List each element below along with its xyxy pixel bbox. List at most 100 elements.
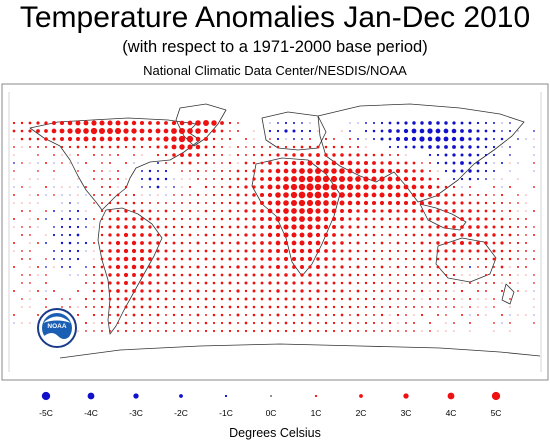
anomaly-dot [356, 281, 360, 285]
anomaly-dot [181, 194, 183, 196]
anomaly-dot [419, 128, 425, 134]
anomaly-dot [285, 138, 287, 140]
anomaly-dot [236, 249, 240, 253]
anomaly-dot [508, 209, 512, 213]
anomaly-dot [356, 289, 360, 293]
anomaly-dot [132, 193, 136, 197]
anomaly-dot [268, 313, 272, 317]
anomaly-dot [420, 185, 424, 189]
anomaly-dot [355, 168, 361, 174]
anomaly-dot [148, 209, 152, 213]
anomaly-dot [229, 154, 231, 156]
anomaly-dot [307, 256, 313, 262]
anomaly-dot [332, 225, 336, 229]
anomaly-dot [85, 226, 87, 228]
anomaly-dot [340, 153, 344, 157]
anomaly-dot [348, 321, 352, 325]
anomaly-dot [364, 289, 368, 293]
anomaly-dot [347, 176, 353, 182]
anomaly-dot [268, 305, 272, 309]
anomaly-dot [69, 186, 71, 188]
anomaly-dot [300, 297, 304, 301]
anomaly-dot [260, 241, 264, 245]
anomaly-dot [276, 265, 280, 269]
anomaly-dot [36, 129, 40, 133]
anomaly-dot [436, 161, 440, 165]
anomaly-dot [220, 193, 224, 197]
anomaly-dot [340, 241, 344, 245]
anomaly-dot [356, 305, 360, 309]
anomaly-dot [420, 225, 424, 229]
anomaly-dot [116, 289, 120, 293]
anomaly-dot [412, 257, 416, 261]
anomaly-dot [421, 162, 423, 164]
anomaly-dot [444, 153, 448, 157]
anomaly-dot [299, 248, 305, 254]
anomaly-dot [485, 178, 487, 180]
anomaly-dot [331, 208, 337, 214]
anomaly-dot [268, 273, 272, 277]
anomaly-dot [44, 121, 48, 125]
anomaly-dot [116, 153, 120, 157]
anomaly-dot [404, 257, 408, 261]
anomaly-dot [308, 289, 312, 293]
anomaly-dot [12, 241, 16, 245]
anomaly-dot [244, 297, 248, 301]
anomaly-dot [188, 297, 192, 301]
anomaly-dot [436, 313, 440, 317]
anomaly-dot [324, 257, 328, 261]
anomaly-dot [267, 200, 273, 206]
anomaly-dot [435, 136, 441, 142]
anomaly-dot [252, 313, 256, 317]
anomaly-dot [204, 273, 208, 277]
anomaly-dot [29, 162, 31, 164]
anomaly-dot [492, 129, 496, 133]
anomaly-dot [299, 216, 305, 222]
anomaly-dot [93, 178, 95, 180]
anomaly-dot [245, 154, 247, 156]
anomaly-dot [132, 209, 136, 213]
anomaly-dot [156, 217, 160, 221]
anomaly-dot [37, 314, 39, 316]
anomaly-dot [380, 161, 384, 165]
anomaly-dot [444, 225, 448, 229]
anomaly-dot [364, 249, 368, 253]
anomaly-dot [413, 330, 415, 332]
anomaly-dot [196, 153, 200, 157]
anomaly-dot [92, 265, 96, 269]
anomaly-dot [148, 273, 152, 277]
anomaly-dot [396, 249, 400, 253]
anomaly-dot [276, 257, 280, 261]
anomaly-dot [301, 122, 303, 124]
anomaly-dot [220, 265, 224, 269]
anomaly-dot [461, 186, 463, 188]
anomaly-dot [164, 297, 168, 301]
anomaly-dot [404, 265, 408, 269]
anomaly-dot [53, 154, 55, 156]
anomaly-dot [476, 217, 480, 221]
anomaly-dot [381, 330, 383, 332]
anomaly-dot [171, 128, 177, 134]
anomaly-dot [85, 250, 87, 252]
anomaly-dot [516, 241, 520, 245]
anomaly-dot [469, 306, 471, 308]
anomaly-dot [164, 321, 168, 325]
anomaly-dot [307, 224, 313, 230]
anomaly-dot [204, 153, 208, 157]
anomaly-dot [306, 191, 314, 199]
anomaly-dot [204, 145, 208, 149]
anomaly-dot [212, 305, 216, 309]
anomaly-dot [468, 241, 472, 245]
anomaly-dot [36, 121, 40, 125]
anomaly-dot [117, 330, 119, 332]
anomaly-dot [298, 183, 306, 191]
anomaly-dot [188, 329, 192, 333]
anomaly-dot [300, 145, 304, 149]
anomaly-dot [61, 258, 63, 260]
anomaly-dot [492, 137, 496, 141]
anomaly-dot [203, 136, 209, 142]
anomaly-dot [484, 233, 488, 237]
anomaly-dot [100, 313, 104, 317]
anomaly-dot [45, 258, 47, 260]
anomaly-dot [260, 265, 264, 269]
